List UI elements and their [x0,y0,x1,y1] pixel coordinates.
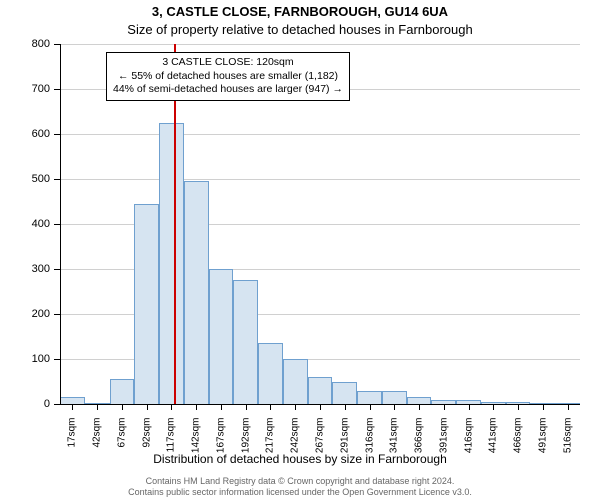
y-tick-label: 100 [32,353,50,365]
y-tick-label: 300 [32,263,50,275]
annotation-line-2: ← 55% of detached houses are smaller (1,… [113,70,343,84]
footer-line-2: Contains public sector information licen… [0,487,600,498]
x-tick-label: 242sqm [290,418,301,454]
x-tick-label: 267sqm [315,418,326,454]
histogram-bar [357,391,382,405]
x-tick-label: 391sqm [438,418,449,454]
gridline [60,44,580,45]
x-tick-label: 17sqm [67,418,78,448]
histogram-bar [110,379,135,404]
x-tick-label: 67sqm [116,418,127,448]
x-tick [444,404,445,410]
x-tick-label: 92sqm [141,418,152,448]
x-tick [196,404,197,410]
annotation-line-1: 3 CASTLE CLOSE: 120sqm [113,56,343,70]
x-tick [72,404,73,410]
y-tick-label: 400 [32,218,50,230]
chart-subtitle: Size of property relative to detached ho… [0,22,600,37]
y-tick-label: 200 [32,308,50,320]
x-tick [246,404,247,410]
x-tick-label: 366sqm [414,418,425,454]
x-tick [147,404,148,410]
x-tick [295,404,296,410]
x-tick-label: 42sqm [92,418,103,448]
x-tick-label: 217sqm [265,418,276,454]
x-tick-label: 192sqm [240,418,251,454]
histogram-bar [407,397,432,404]
y-tick-label: 800 [32,38,50,50]
footer-attribution: Contains HM Land Registry data © Crown c… [0,476,600,499]
footer-line-1: Contains HM Land Registry data © Crown c… [0,476,600,487]
histogram-bar [159,123,184,404]
y-tick-label: 600 [32,128,50,140]
histogram-bar [184,181,209,404]
x-tick-label: 167sqm [215,418,226,454]
x-tick-label: 291sqm [339,418,350,454]
x-tick-label: 441sqm [488,418,499,454]
annotation-line-3: 44% of semi-detached houses are larger (… [113,83,343,97]
x-tick [320,404,321,410]
x-tick [518,404,519,410]
x-tick [469,404,470,410]
x-tick [270,404,271,410]
x-tick-label: 491sqm [537,418,548,454]
gridline [60,134,580,135]
x-tick [370,404,371,410]
y-tick-label: 700 [32,83,50,95]
histogram-bar [60,397,85,404]
histogram-bar [283,359,308,404]
x-tick [394,404,395,410]
x-axis-label: Distribution of detached houses by size … [0,452,600,466]
y-axis-line [60,44,61,404]
histogram-bar [134,204,159,404]
histogram-bar [308,377,333,404]
x-tick [221,404,222,410]
chart-title: 3, CASTLE CLOSE, FARNBOROUGH, GU14 6UA [0,4,600,19]
annotation-box: 3 CASTLE CLOSE: 120sqm← 55% of detached … [106,52,350,101]
y-tick-label: 500 [32,173,50,185]
plot-area: 010020030040050060070080017sqm42sqm67sqm… [60,44,580,404]
x-tick-label: 142sqm [191,418,202,454]
x-tick-label: 117sqm [166,418,177,453]
x-tick [568,404,569,410]
x-tick [97,404,98,410]
histogram-bar [233,280,258,404]
x-tick [171,404,172,410]
histogram-bar [258,343,283,404]
y-tick-label: 0 [44,398,50,410]
x-tick-label: 416sqm [463,418,474,454]
x-tick-label: 516sqm [562,418,573,454]
x-tick-label: 316sqm [364,418,375,454]
histogram-bar [332,382,357,405]
x-tick [493,404,494,410]
x-tick-label: 341sqm [389,418,400,454]
x-tick [419,404,420,410]
x-tick [543,404,544,410]
x-tick-label: 466sqm [513,418,524,454]
x-tick [122,404,123,410]
histogram-bar [209,269,234,404]
histogram-bar [382,391,407,405]
gridline [60,179,580,180]
x-tick [345,404,346,410]
